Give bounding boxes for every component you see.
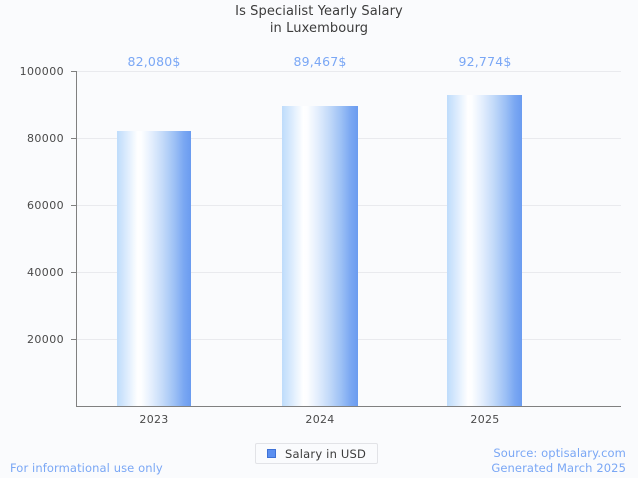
source-text: Source: optisalary.com [493, 446, 626, 460]
y-tick-mark-60000 [71, 205, 76, 206]
x-tick-label-2024: 2024 [305, 413, 335, 426]
disclaimer-text: For informational use only [10, 461, 163, 475]
chart-title-line-2: in Luxembourg [269, 20, 369, 36]
chart-title: Is Specialist Yearly Salary in Luxembour… [0, 4, 638, 37]
chart-legend[interactable]: Salary in USD [255, 443, 379, 464]
y-tick-label-40000: 40000 [27, 266, 64, 279]
gridline-100000 [76, 71, 621, 72]
legend-item-label: Salary in USD [285, 446, 367, 461]
bar-2024[interactable] [282, 106, 358, 406]
y-tick-label-20000: 20000 [27, 333, 64, 346]
legend-swatch-icon [267, 449, 276, 458]
y-tick-mark-80000 [71, 138, 76, 139]
y-axis-line [76, 71, 77, 407]
y-tick-mark-40000 [71, 272, 76, 273]
y-tick-label-80000: 80000 [27, 132, 64, 145]
bar-2023[interactable] [117, 131, 191, 406]
bar-2025[interactable] [447, 95, 522, 406]
x-tick-label-2025: 2025 [470, 413, 500, 426]
value-label-2024: 89,467$ [293, 54, 347, 69]
value-label-2023: 82,080$ [127, 54, 181, 69]
y-tick-mark-100000 [71, 71, 76, 72]
value-label-2025: 92,774$ [458, 54, 512, 69]
x-axis-line [76, 406, 621, 407]
x-tick-label-2023: 2023 [139, 413, 169, 426]
chart-title-line-1: Is Specialist Yearly Salary [235, 4, 403, 19]
y-tick-label-60000: 60000 [27, 199, 64, 212]
y-tick-mark-20000 [71, 339, 76, 340]
generated-text: Generated March 2025 [491, 461, 626, 475]
source-note: Source: optisalary.com Generated March 2… [491, 446, 626, 476]
y-tick-label-100000: 100000 [19, 65, 64, 78]
